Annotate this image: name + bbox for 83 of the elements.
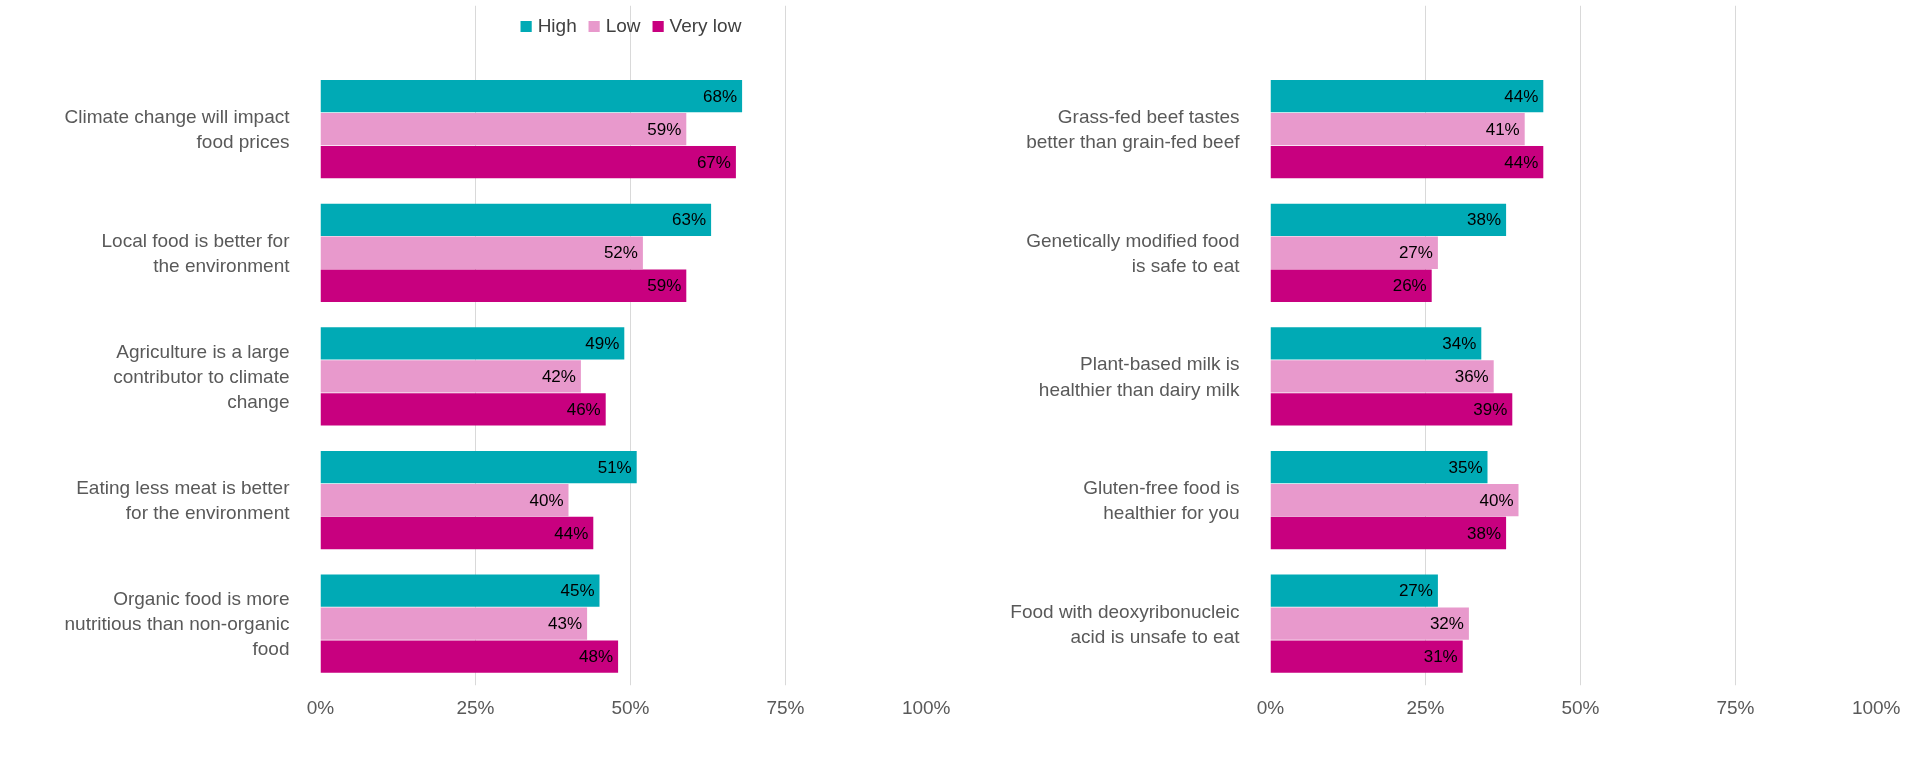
- bar: [320, 640, 619, 673]
- bar: [320, 80, 743, 113]
- data-label: 40%: [1479, 490, 1514, 510]
- bar: [1270, 574, 1438, 607]
- bar: [320, 450, 637, 484]
- bar: [320, 607, 588, 640]
- data-label: 34%: [1442, 333, 1477, 353]
- bar: [320, 269, 687, 302]
- bar: [1270, 145, 1544, 179]
- legend-label: High: [537, 15, 577, 37]
- y-tick-label: Eating less meat is better for the environment: [76, 476, 291, 524]
- data-label: 44%: [1504, 86, 1539, 106]
- bar: [320, 574, 600, 607]
- x-tick-label: 75%: [766, 696, 805, 718]
- bar: [1270, 450, 1488, 484]
- bar: [1270, 640, 1463, 673]
- bar: [1270, 112, 1525, 146]
- x-tick-label: 25%: [1406, 696, 1445, 718]
- bar: [320, 145, 736, 179]
- bar: [320, 203, 712, 236]
- bar: [320, 516, 594, 550]
- bar: [1270, 393, 1513, 426]
- data-label: 59%: [647, 276, 682, 296]
- data-label: 31%: [1423, 647, 1458, 667]
- data-label: 41%: [1485, 119, 1520, 139]
- x-tick-label: 0%: [306, 696, 335, 718]
- bar: [320, 236, 643, 269]
- data-label: 27%: [1398, 581, 1433, 601]
- data-label: 59%: [647, 119, 682, 139]
- data-label: 44%: [554, 523, 589, 543]
- legend-label: Low: [605, 15, 641, 37]
- y-tick-label: Genetically modified food is safe to eat: [1026, 229, 1241, 276]
- data-label: 67%: [696, 152, 731, 172]
- data-label: 48%: [579, 647, 614, 667]
- bar: [1270, 360, 1494, 393]
- y-tick-label: Plant-based milk is healthier than dairy milk: [1038, 353, 1240, 400]
- y-tick-label: Local food is better for the environment: [101, 229, 291, 276]
- x-tick-label: 75%: [1716, 696, 1755, 718]
- data-label: 52%: [603, 243, 638, 263]
- data-label: 39%: [1473, 399, 1508, 419]
- y-tick-label: Agriculture is a large contributor to climate change: [113, 340, 290, 413]
- y-tick-label: Climate change will impact food prices: [64, 106, 291, 153]
- y-tick-label: Organic food is more nutritious than non-organic food: [64, 587, 290, 660]
- data-label: 45%: [560, 581, 595, 601]
- x-tick-label: 50%: [1561, 696, 1600, 718]
- data-label: 46%: [566, 399, 601, 419]
- x-tick-label: 50%: [611, 696, 650, 718]
- bar: [1270, 203, 1507, 236]
- bar: [320, 393, 606, 426]
- data-label: 63%: [672, 210, 707, 230]
- bar: [1270, 269, 1432, 302]
- bar: [1270, 607, 1469, 640]
- bar: [1270, 236, 1438, 269]
- bar: [320, 112, 687, 146]
- bar: [320, 327, 625, 360]
- y-tick-label: Food with deoxyribonucleic acid is unsafe to eat: [1010, 600, 1241, 647]
- bar: [1270, 80, 1544, 113]
- data-label: 32%: [1429, 614, 1464, 634]
- bar: [1270, 327, 1482, 360]
- data-label: 44%: [1504, 152, 1539, 172]
- data-label: 49%: [585, 333, 620, 353]
- x-tick-label: 100%: [901, 696, 951, 718]
- y-tick-label: Grass-fed beef tastes better than grain-fed beef: [1026, 106, 1241, 153]
- x-tick-label: 0%: [1256, 696, 1285, 718]
- data-label: 27%: [1398, 243, 1433, 263]
- data-label: 35%: [1448, 457, 1483, 477]
- legend-label: Very low: [669, 15, 742, 37]
- data-label: 68%: [703, 86, 738, 106]
- data-label: 38%: [1467, 523, 1502, 543]
- data-label: 43%: [548, 614, 583, 634]
- data-label: 36%: [1454, 366, 1489, 386]
- data-label: 38%: [1467, 210, 1502, 230]
- bar: [320, 360, 581, 393]
- bar: [1270, 483, 1519, 517]
- data-label: 40%: [529, 490, 564, 510]
- x-tick-label: 25%: [456, 696, 495, 718]
- data-label: 42%: [541, 366, 576, 386]
- data-label: 26%: [1392, 276, 1427, 296]
- bar: [1270, 516, 1507, 550]
- x-tick-label: 100%: [1851, 696, 1901, 718]
- bar: [320, 483, 569, 517]
- data-label: 51%: [597, 457, 632, 477]
- y-tick-label: Gluten-free food is healthier for you: [1083, 476, 1240, 524]
